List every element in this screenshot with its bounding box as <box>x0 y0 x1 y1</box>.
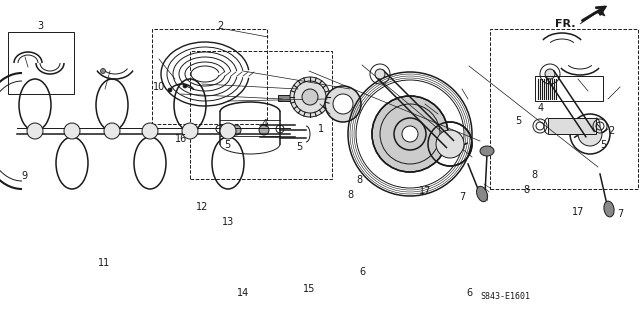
Text: 2: 2 <box>218 20 224 31</box>
Text: 3: 3 <box>37 20 44 31</box>
Bar <box>548 118 596 134</box>
Text: 13: 13 <box>221 217 234 227</box>
Circle shape <box>302 89 318 105</box>
Bar <box>8 32 74 94</box>
Text: 8: 8 <box>356 175 362 185</box>
Text: 8: 8 <box>348 189 354 200</box>
Text: FR.: FR. <box>554 19 575 29</box>
Text: 2: 2 <box>608 126 614 136</box>
Circle shape <box>168 88 172 92</box>
Circle shape <box>578 122 602 146</box>
Text: 5: 5 <box>515 116 522 126</box>
Circle shape <box>104 123 120 139</box>
Text: 12: 12 <box>196 202 209 212</box>
Bar <box>535 76 603 101</box>
Circle shape <box>183 84 187 88</box>
Circle shape <box>220 123 236 139</box>
Circle shape <box>100 69 106 73</box>
Circle shape <box>259 125 269 135</box>
Text: 1: 1 <box>318 124 324 134</box>
Ellipse shape <box>604 201 614 217</box>
Ellipse shape <box>480 146 494 156</box>
Circle shape <box>231 125 241 135</box>
Text: 7: 7 <box>618 209 624 219</box>
Text: 14: 14 <box>237 288 250 298</box>
Circle shape <box>545 69 555 79</box>
Bar <box>278 95 290 101</box>
Text: 4: 4 <box>538 103 544 114</box>
Bar <box>190 51 332 179</box>
Circle shape <box>290 77 330 117</box>
Text: 9: 9 <box>21 171 28 181</box>
Polygon shape <box>580 6 607 24</box>
Circle shape <box>142 123 158 139</box>
Text: 5: 5 <box>296 142 303 152</box>
Text: 10: 10 <box>152 82 165 92</box>
Text: 6: 6 <box>467 288 473 298</box>
Circle shape <box>375 69 385 79</box>
Circle shape <box>373 97 447 171</box>
Circle shape <box>64 123 80 139</box>
Circle shape <box>402 126 418 142</box>
Ellipse shape <box>477 186 488 202</box>
Text: 11: 11 <box>98 258 111 268</box>
Text: 5: 5 <box>224 140 230 150</box>
Bar <box>490 29 638 189</box>
Text: 17: 17 <box>419 186 431 197</box>
Text: 6: 6 <box>359 267 365 277</box>
Text: 8: 8 <box>531 170 538 181</box>
Text: 15: 15 <box>303 284 316 294</box>
Text: 7: 7 <box>459 192 465 202</box>
Text: 17: 17 <box>572 207 585 217</box>
Bar <box>152 29 267 124</box>
Circle shape <box>182 123 198 139</box>
Text: 4: 4 <box>261 119 268 130</box>
Circle shape <box>394 118 426 150</box>
Text: S843-E1601: S843-E1601 <box>480 292 530 301</box>
Circle shape <box>27 123 43 139</box>
Circle shape <box>436 130 464 158</box>
Text: 16: 16 <box>175 134 188 144</box>
Text: 5: 5 <box>600 140 606 150</box>
Text: 8: 8 <box>523 185 529 195</box>
Circle shape <box>333 94 353 114</box>
Circle shape <box>325 86 361 122</box>
